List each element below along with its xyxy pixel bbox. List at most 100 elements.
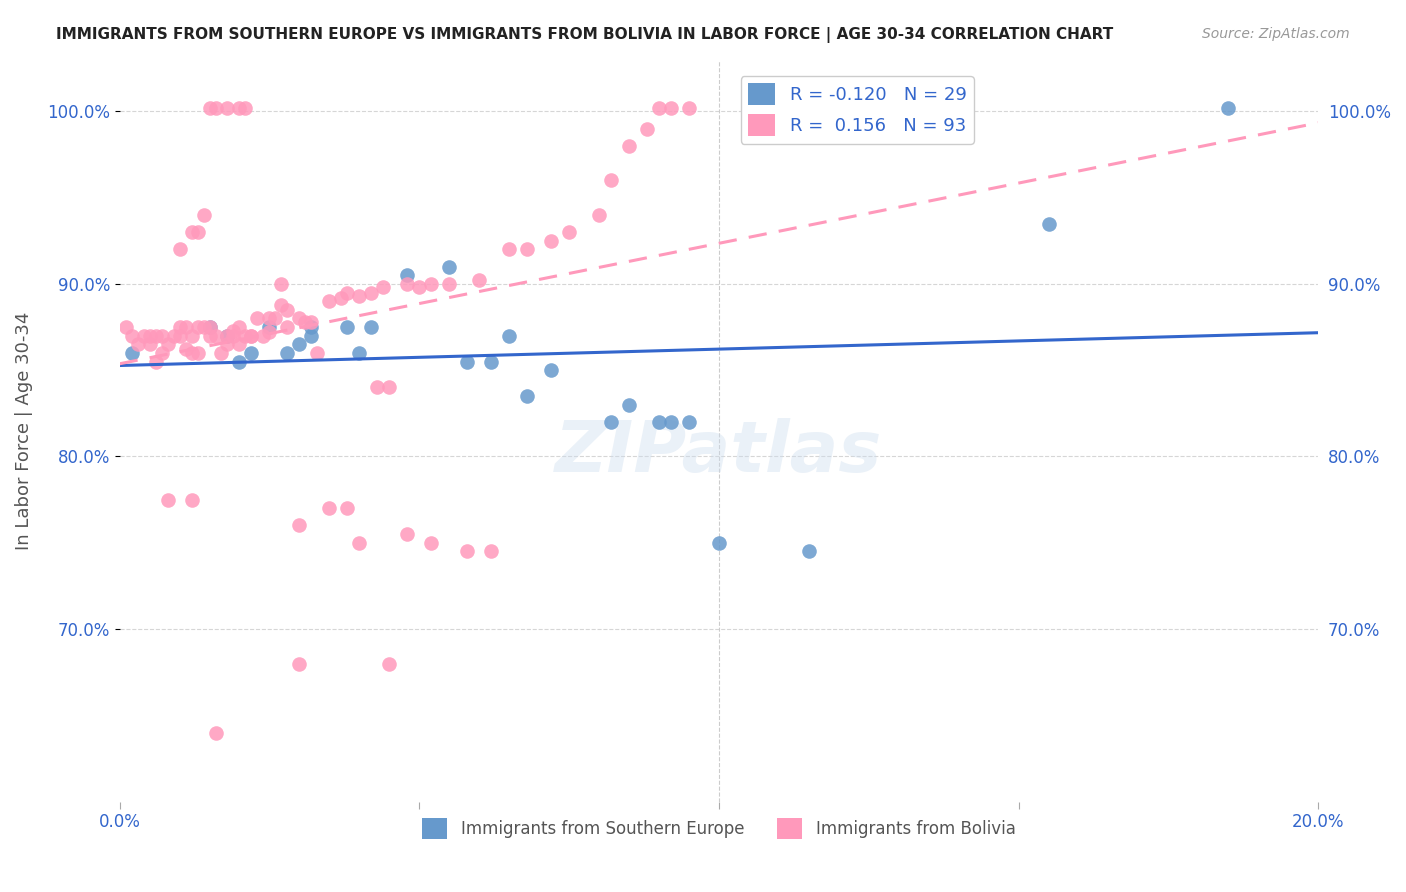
- Point: [138, 328, 160, 343]
- Point: [150, 346, 173, 360]
- Point: [288, 337, 311, 351]
- Point: [180, 346, 202, 360]
- Point: [186, 225, 208, 239]
- Point: [659, 101, 682, 115]
- Point: [600, 173, 623, 187]
- Point: [204, 101, 226, 115]
- Point: [373, 280, 395, 294]
- Point: [127, 337, 149, 351]
- Point: [1038, 217, 1060, 231]
- Point: [204, 328, 226, 343]
- Point: [678, 415, 700, 429]
- Point: [180, 328, 202, 343]
- Point: [299, 315, 322, 329]
- Point: [516, 243, 538, 257]
- Point: [180, 492, 202, 507]
- Point: [264, 311, 287, 326]
- Point: [169, 328, 191, 343]
- Point: [294, 315, 316, 329]
- Point: [145, 328, 167, 343]
- Point: [498, 328, 520, 343]
- Point: [396, 527, 419, 541]
- Text: Source: ZipAtlas.com: Source: ZipAtlas.com: [1202, 27, 1350, 41]
- Point: [174, 343, 197, 357]
- Point: [617, 398, 640, 412]
- Point: [318, 294, 340, 309]
- Y-axis label: In Labor Force | Age 30-34: In Labor Force | Age 30-34: [15, 311, 32, 549]
- Point: [114, 320, 136, 334]
- Point: [235, 101, 257, 115]
- Point: [396, 268, 419, 283]
- Point: [558, 225, 581, 239]
- Point: [211, 346, 233, 360]
- Point: [228, 320, 250, 334]
- Point: [617, 139, 640, 153]
- Point: [169, 243, 191, 257]
- Point: [678, 101, 700, 115]
- Point: [516, 389, 538, 403]
- Point: [252, 328, 274, 343]
- Point: [270, 298, 292, 312]
- Point: [468, 273, 491, 287]
- Point: [540, 234, 562, 248]
- Point: [299, 328, 322, 343]
- Point: [408, 280, 430, 294]
- Point: [259, 325, 281, 339]
- Point: [276, 320, 298, 334]
- Point: [540, 363, 562, 377]
- Point: [162, 328, 184, 343]
- Point: [439, 277, 461, 291]
- Point: [240, 346, 263, 360]
- Point: [174, 320, 197, 334]
- Point: [659, 415, 682, 429]
- Point: [336, 320, 359, 334]
- Point: [479, 354, 502, 368]
- Point: [156, 337, 179, 351]
- Point: [288, 311, 311, 326]
- Point: [222, 324, 245, 338]
- Point: [456, 354, 478, 368]
- Point: [420, 535, 443, 549]
- Point: [132, 328, 155, 343]
- Point: [145, 354, 167, 368]
- Point: [366, 380, 388, 394]
- Point: [1218, 101, 1240, 115]
- Point: [193, 208, 215, 222]
- Legend: Immigrants from Southern Europe, Immigrants from Bolivia: Immigrants from Southern Europe, Immigra…: [416, 812, 1022, 846]
- Point: [648, 415, 671, 429]
- Point: [198, 101, 221, 115]
- Point: [276, 346, 298, 360]
- Point: [259, 320, 281, 334]
- Point: [349, 289, 371, 303]
- Point: [193, 320, 215, 334]
- Point: [180, 225, 202, 239]
- Point: [588, 208, 610, 222]
- Point: [150, 328, 173, 343]
- Point: [217, 328, 239, 343]
- Point: [318, 501, 340, 516]
- Point: [276, 302, 298, 317]
- Point: [186, 320, 208, 334]
- Point: [259, 311, 281, 326]
- Point: [204, 725, 226, 739]
- Point: [396, 277, 419, 291]
- Point: [378, 657, 401, 671]
- Point: [240, 328, 263, 343]
- Point: [228, 101, 250, 115]
- Point: [228, 337, 250, 351]
- Point: [240, 328, 263, 343]
- Point: [169, 320, 191, 334]
- Point: [235, 328, 257, 343]
- Point: [198, 320, 221, 334]
- Point: [636, 121, 658, 136]
- Point: [198, 320, 221, 334]
- Point: [217, 337, 239, 351]
- Point: [707, 535, 730, 549]
- Point: [299, 320, 322, 334]
- Point: [456, 544, 478, 558]
- Point: [378, 380, 401, 394]
- Point: [138, 337, 160, 351]
- Point: [156, 492, 179, 507]
- Point: [288, 657, 311, 671]
- Point: [217, 328, 239, 343]
